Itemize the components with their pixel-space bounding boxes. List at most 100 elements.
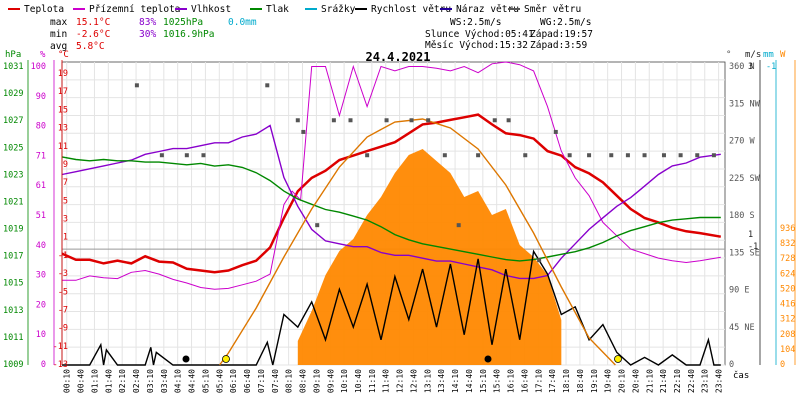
legend-item: Směr větru [524,4,581,15]
x-tick-label: 08:40 [299,369,308,393]
wind-direction-point [301,129,306,134]
x-tick-label: 20:10 [618,369,627,393]
wind-direction-point [134,83,139,88]
astro-block: WS:2.5m/s WG:2.5m/s Slunce Východ:05:41 … [425,17,593,51]
astro-moon-rise: Měsíc Východ:15:32 [425,40,528,51]
axis-tick-solar: 624 [780,269,795,279]
x-tick-label: 14:40 [465,369,474,393]
wind-direction-point [661,153,666,158]
axis-tick-direction: 90 E [729,286,749,296]
legend-item: Rychlost větru [371,4,451,15]
x-tick-label: 04:40 [188,369,197,393]
wind-direction-point [159,153,164,158]
x-tick-label: 09:40 [326,369,335,393]
axis-tick-temperature: 9 [63,160,68,170]
axis-tick-direction: 270 W [729,137,755,147]
x-tick-label: 22:10 [673,369,682,393]
wind-direction-point [476,153,481,158]
x-tick-label: 07:10 [257,369,266,393]
x-tick-label: 09:10 [312,369,321,393]
astro-wg: WG:2.5m/s [540,17,591,28]
axis-tick-temperature: -9 [58,324,68,334]
x-tick-label: 21:10 [645,369,654,393]
axis-tick-temperature: -5 [58,287,68,297]
solar-area [297,149,562,365]
wind-direction-point [365,153,370,158]
x-tick-label: 04:10 [174,369,183,393]
x-tick-label: 06:40 [243,369,252,393]
x-axis-label: čas [733,370,749,381]
x-tick-label: 16:40 [520,369,529,393]
axis-tick-temperature: 3 [63,215,68,225]
astro-moon-set: Západ:3:59 [530,40,587,51]
wind-direction-point [506,118,511,123]
stats-max-label: max [50,17,67,28]
axis-tick-temperature: 19 [58,69,68,79]
stats-max-hum: 83% [139,17,156,28]
x-tick-label: 19:10 [590,369,599,393]
axis-tick-temperature: 17 [58,87,68,97]
axis-tick-humidity: 0 [41,360,46,370]
axis-tick-solar: 728 [780,254,795,264]
stats-block: max 15.1°C 83% 1025hPa 0.0mm min -2.6°C … [50,17,257,52]
axis-tick-humidity: 61 [36,181,46,191]
x-tick-label: 18:40 [576,369,585,393]
axis-label-direction: ° [726,50,731,60]
stats-min-label: min [50,29,67,40]
stats-avg-temp: 5.8°C [76,41,105,52]
axis-tick-temperature: 13 [58,124,68,134]
wind-direction-point [456,223,461,228]
x-tick-label: 07:40 [271,369,280,393]
axis-tick-humidity: 10 [36,330,46,340]
wind-direction-series [134,83,716,263]
x-tick-label: 01:10 [90,369,99,393]
legend-item: Teplota [24,4,64,15]
x-tick-label: 14:10 [451,369,460,393]
wind-direction-point [678,153,683,158]
series-line-teplota [61,113,722,274]
x-tick-label: 01:40 [104,369,113,393]
axis-tick-solar: 312 [780,315,795,325]
axis-tick-humidity: 80 [36,122,46,132]
legend-item: Srážky [321,4,356,15]
axis-tick-pressure: 1027 [3,116,23,126]
axis-tick-temperature: -1 [58,251,68,261]
axis-tick-direction: 315 NW [729,99,761,109]
axis-tick-temperature: -7 [58,305,68,315]
axis-tick-humidity: 40 [36,241,46,251]
axis-tick-pressure: 1019 [3,225,23,235]
x-tick-label: 06:10 [229,369,238,393]
x-tick-label: 23:40 [715,369,724,393]
legend: Teplota Přízemní teplota Vlhkost Tlak Srážky… [8,4,581,15]
x-tick-label: 12:10 [396,369,405,393]
line-series [61,61,722,366]
x-tick-label: 20:40 [631,369,640,393]
axis-tick-wind: -1 [748,242,758,252]
axis-tick-direction: 45 NE [729,323,755,333]
axis-label-rain: mm [763,50,774,60]
chart-title: 24.4.2021 [365,50,430,64]
axis-tick-temperature: -13 [53,360,68,370]
wind-direction-point [642,153,647,158]
axis-tick-temperature: -3 [58,269,68,279]
moon-set-icon [182,355,190,363]
legend-item: Tlak [266,4,289,15]
x-tick-label: 11:10 [368,369,377,393]
axis-tick-direction: 135 SE [729,248,760,258]
legend-item: Náraz větru [456,4,519,15]
axis-tick-direction: 360 N [729,62,755,72]
axis-tick-rain: -1 [766,62,776,72]
wind-direction-point [523,153,528,158]
axis-tick-temperature: 11 [58,142,68,152]
wind-direction-point [625,153,630,158]
wind-direction-point [184,153,189,158]
axis-tick-pressure: 1023 [3,170,23,180]
x-tick-label: 17:10 [534,369,543,393]
x-tick-label: 05:10 [201,369,210,393]
wind-direction-point [609,153,614,158]
stats-min-hum: 30% [139,29,156,40]
axis-tick-pressure: 1013 [3,306,23,316]
wind-direction-point [567,153,572,158]
axis-ticks: 1031102910271025102310211019101710151013… [3,60,796,370]
